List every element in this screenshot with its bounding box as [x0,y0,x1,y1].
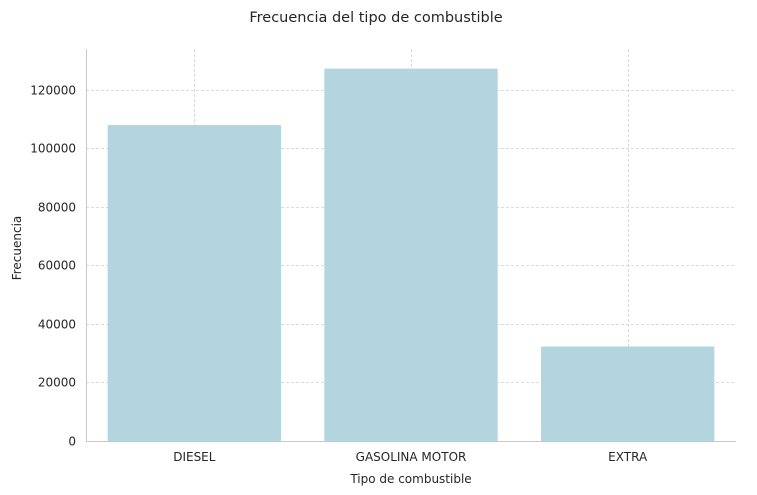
y-tick-label: 100000 [30,142,76,156]
y-tick-label: 20000 [38,376,76,390]
x-tick-label: EXTRA [608,450,648,464]
bar [107,125,282,442]
x-axis-ticks: DIESEL GASOLINA MOTOR EXTRA [173,450,648,464]
y-axis-ticks: 0 20000 40000 60000 80000 100000 120000 [30,84,76,449]
bar [541,346,715,441]
y-tick-label: 40000 [38,318,76,332]
x-axis-label: Tipo de combustible [349,472,471,486]
x-tick-label: GASOLINA MOTOR [356,450,467,464]
y-axis-label: Frecuencia [10,216,24,281]
y-tick-label: 0 [68,435,76,449]
x-tick-label: DIESEL [173,450,216,464]
y-tick-label: 60000 [38,259,76,273]
bar [324,68,498,441]
y-tick-label: 120000 [30,84,76,98]
bars [107,68,715,442]
chart-title: Frecuencia del tipo de combustible [249,10,502,26]
y-tick-label: 80000 [38,201,76,215]
